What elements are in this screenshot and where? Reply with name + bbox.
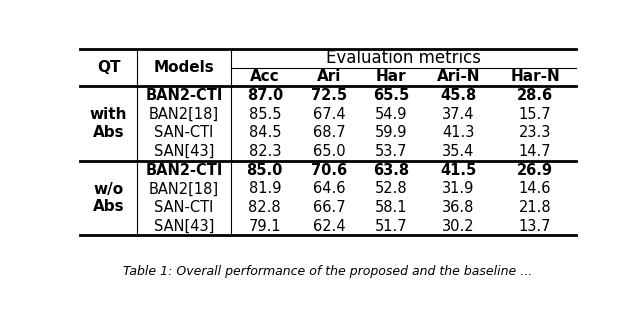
Text: BAN2[18]: BAN2[18] [149,107,220,122]
Text: SAN-CTI: SAN-CTI [154,125,214,140]
Text: with
Abs: with Abs [90,107,127,140]
Text: 14.6: 14.6 [519,181,551,196]
Text: Acc: Acc [250,70,280,84]
Text: 14.7: 14.7 [519,144,552,159]
Text: 51.7: 51.7 [375,219,408,234]
Text: Har: Har [376,70,406,84]
Text: 64.6: 64.6 [313,181,346,196]
Text: BAN2-CTI: BAN2-CTI [145,88,223,103]
Text: BAN2-CTI: BAN2-CTI [145,163,223,178]
Text: 13.7: 13.7 [519,219,551,234]
Text: BAN2[18]: BAN2[18] [149,181,220,196]
Text: QT: QT [97,60,120,75]
Text: 72.5: 72.5 [311,88,348,103]
Text: 37.4: 37.4 [442,107,474,122]
Text: 87.0: 87.0 [246,88,283,103]
Text: 35.4: 35.4 [442,144,474,159]
Text: 66.7: 66.7 [313,200,346,215]
Text: Har-N: Har-N [510,70,560,84]
Text: SAN[43]: SAN[43] [154,144,214,159]
Text: 59.9: 59.9 [375,125,408,140]
Text: 70.6: 70.6 [311,163,348,178]
Text: 65.0: 65.0 [313,144,346,159]
Text: 82.3: 82.3 [248,144,281,159]
Text: 41.3: 41.3 [442,125,474,140]
Text: 26.9: 26.9 [517,163,553,178]
Text: 30.2: 30.2 [442,219,474,234]
Text: SAN[43]: SAN[43] [154,219,214,234]
Text: 52.8: 52.8 [375,181,408,196]
Text: SAN-CTI: SAN-CTI [154,200,214,215]
Text: 63.8: 63.8 [373,163,410,178]
Text: 81.9: 81.9 [248,181,281,196]
Text: Evaluation metrics: Evaluation metrics [326,49,481,67]
Text: 85.5: 85.5 [248,107,281,122]
Text: 79.1: 79.1 [248,219,281,234]
Text: 53.7: 53.7 [375,144,408,159]
Text: 68.7: 68.7 [313,125,346,140]
Text: 62.4: 62.4 [313,219,346,234]
Text: 36.8: 36.8 [442,200,474,215]
Text: 58.1: 58.1 [375,200,408,215]
Text: Table 1: Overall performance of the proposed and the baseline ...: Table 1: Overall performance of the prop… [124,265,532,278]
Text: 21.8: 21.8 [519,200,552,215]
Text: 45.8: 45.8 [440,88,476,103]
Text: 82.8: 82.8 [248,200,281,215]
Text: 67.4: 67.4 [313,107,346,122]
Text: 15.7: 15.7 [519,107,552,122]
Text: Ari-N: Ari-N [436,70,480,84]
Text: Ari: Ari [317,70,341,84]
Text: 65.5: 65.5 [373,88,410,103]
Text: 85.0: 85.0 [246,163,283,178]
Text: 41.5: 41.5 [440,163,476,178]
Text: 84.5: 84.5 [248,125,281,140]
Text: 54.9: 54.9 [375,107,408,122]
Text: 31.9: 31.9 [442,181,474,196]
Text: w/o
Abs: w/o Abs [93,182,124,215]
Text: 23.3: 23.3 [519,125,551,140]
Text: 28.6: 28.6 [517,88,553,103]
Text: Models: Models [154,60,214,75]
